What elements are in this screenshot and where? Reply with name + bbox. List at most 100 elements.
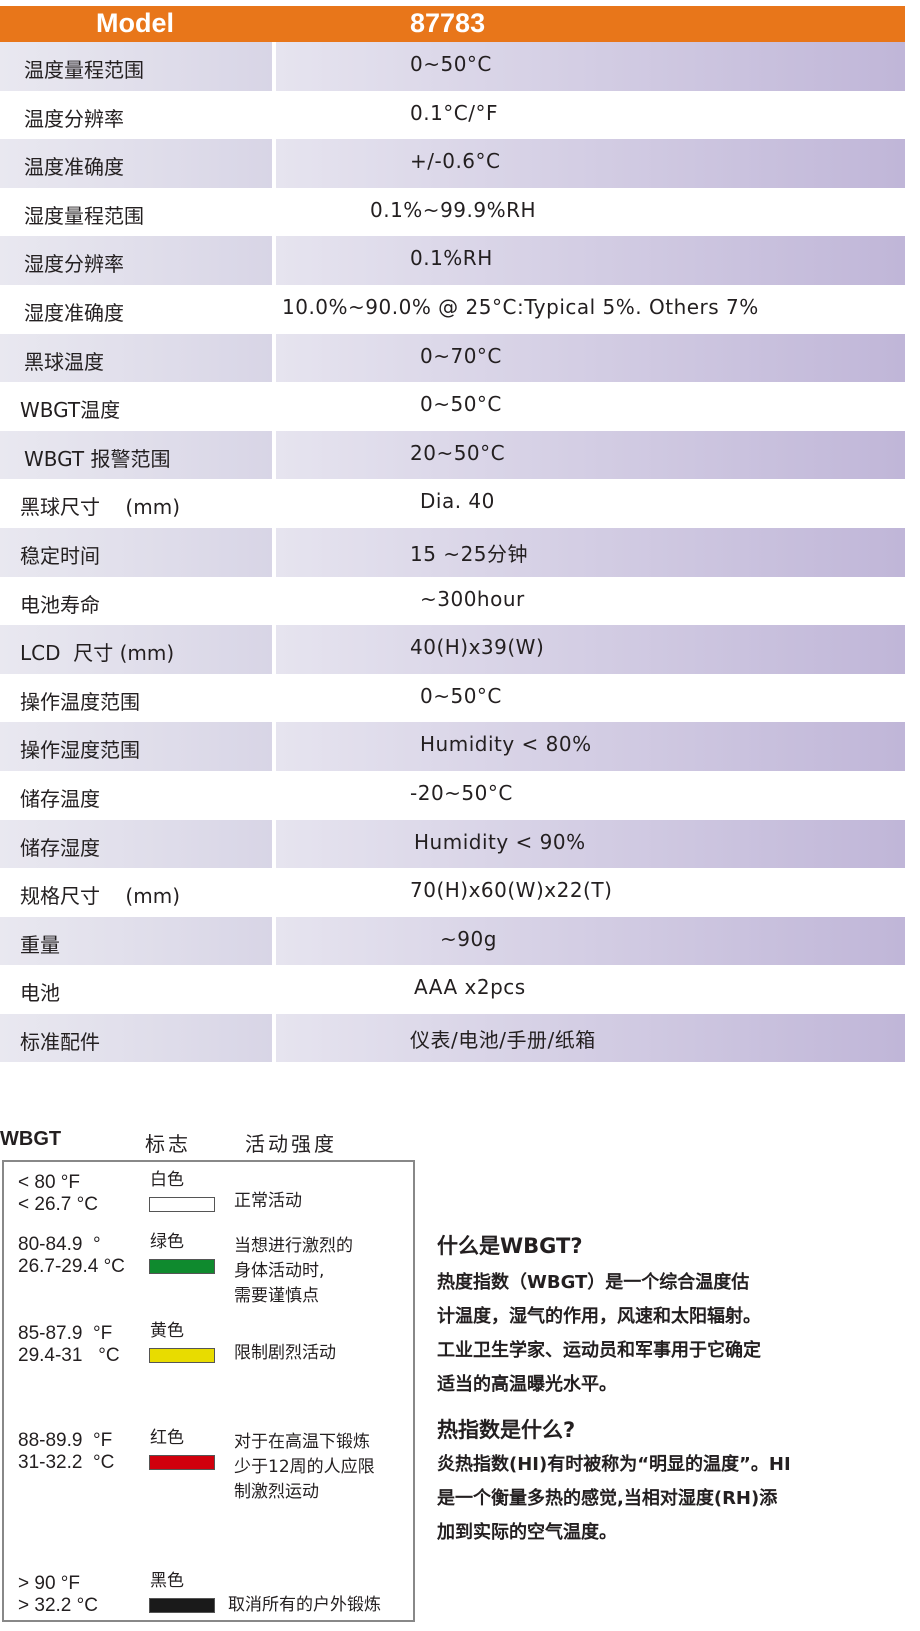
legend-f: > 90 °F	[18, 1573, 80, 1594]
spec-value: 0.1%RH	[410, 246, 493, 271]
spec-row: 储存温度 -20~50°C	[0, 771, 905, 820]
info-line: 适当的高温曝光水平。	[437, 1374, 617, 1395]
legend-flag: 黑色	[150, 1571, 184, 1591]
legend-f: 88-89.9 °F	[18, 1430, 113, 1451]
spec-value: -20~50°C	[410, 780, 513, 805]
spec-label: 电池	[20, 981, 60, 1006]
spec-row: 黑球温度 0~70°C	[0, 333, 905, 383]
spec-label: 温度量程范围	[24, 58, 144, 82]
legend-activity: 取消所有的户外锻炼	[228, 1595, 381, 1615]
legend-flag: 白色	[150, 1170, 184, 1190]
spec-value: 70(H)x60(W)x22(T)	[410, 878, 613, 903]
legend-c: < 26.7 °C	[18, 1194, 98, 1215]
spec-label: 黑球尺寸 (mm)	[20, 495, 180, 520]
spec-row: 重量 ~90g	[0, 916, 905, 966]
legend-flag: 绿色	[150, 1232, 184, 1252]
model-value: 87783	[410, 8, 486, 38]
spec-value: 仪表/电池/手册/纸箱	[410, 1027, 596, 1052]
legend-flag: 黄色	[150, 1321, 184, 1341]
wbgt-legend-box: < 80 °F < 26.7 °C 白色 正常活动 80-84.9 ° 26.7-…	[2, 1160, 415, 1622]
spec-label: WBGT温度	[20, 398, 121, 423]
spec-row: 标准配件 仪表/电池/手册/纸箱	[0, 1013, 905, 1063]
spec-value: AAA x2pcs	[414, 975, 526, 1000]
legend-flag: 红色	[150, 1428, 184, 1448]
legend-f: 85-87.9 °F	[18, 1323, 113, 1344]
color-swatch	[149, 1197, 215, 1212]
wbgt-title: 什么是WBGT?	[437, 1234, 583, 1258]
color-swatch	[149, 1348, 215, 1363]
spec-label: 电池寿命	[20, 592, 100, 617]
legend-c: > 32.2 °C	[18, 1595, 98, 1616]
legend-activity: 正常活动	[234, 1191, 302, 1211]
spec-row: WBGT 报警范围 20~50°C	[0, 430, 905, 480]
spec-value: 0~70°C	[420, 343, 502, 368]
spec-label: 湿度分辨率	[24, 252, 124, 277]
spec-row: 温度量程范围 0~50°C	[0, 42, 905, 91]
spec-label: 储存温度	[20, 786, 100, 811]
spec-value: ~300hour	[420, 586, 525, 611]
legend-c: 26.7-29.4 °C	[18, 1256, 125, 1277]
spec-label: 湿度准确度	[24, 300, 124, 325]
spec-value: Dia. 40	[420, 489, 495, 514]
legend-activity: 限制剧烈活动	[234, 1343, 336, 1363]
color-swatch	[149, 1259, 215, 1274]
legend-f: < 80 °F	[18, 1172, 80, 1193]
legend-header-wbgt: WBGT	[0, 1128, 62, 1150]
info-line: 炎热指数(HI)有时被称为“明显的温度”。HI	[437, 1454, 791, 1475]
legend-c: 29.4-31 °C	[18, 1345, 120, 1366]
spec-value: Humidity < 80%	[420, 732, 592, 757]
spec-row: WBGT温度 0~50°C	[0, 382, 905, 431]
spec-label: 操作湿度范围	[20, 738, 140, 763]
spec-row: 电池 AAA x2pcs	[0, 965, 905, 1014]
spec-row: 黑球尺寸 (mm) Dia. 40	[0, 479, 905, 528]
spec-value: 0~50°C	[410, 52, 492, 76]
info-line: 热度指数（WBGT）是一个综合温度估	[437, 1272, 750, 1293]
spec-value: +/-0.6°C	[410, 149, 501, 174]
spec-label: LCD 尺寸 (mm)	[20, 641, 175, 666]
spec-label: WBGT 报警范围	[24, 446, 171, 471]
spec-row: 湿度量程范围 0.1%~99.9%RH	[0, 188, 905, 237]
spec-label: 湿度量程范围	[24, 203, 144, 228]
legend-activity: 当想进行激烈的 身体活动时, 需要谨慎点	[234, 1236, 353, 1306]
spec-value: Humidity < 90%	[414, 829, 586, 854]
spec-label: 标准配件	[20, 1029, 100, 1054]
spec-value: 0.1%~99.9%RH	[370, 197, 537, 222]
spec-row: 操作湿度范围 Humidity < 80%	[0, 722, 905, 771]
legend-c: 31-32.2 °C	[18, 1452, 115, 1473]
spec-value: ~90g	[440, 926, 497, 951]
color-swatch	[149, 1598, 215, 1613]
legend-activity: 对于在高温下锻炼 少于12周的人应限 制激烈运动	[234, 1432, 375, 1502]
legend-header-activity: 活动强度	[245, 1132, 337, 1156]
spec-row: 规格尺寸 (mm) 70(H)x60(W)x22(T)	[0, 868, 905, 917]
spec-row: 湿度准确度 10.0%~90.0% @ 25°C:Typical 5%. Othe…	[0, 285, 905, 334]
spec-value: 0~50°C	[420, 392, 502, 417]
spec-row: 温度分辨率 0.1°C/°F	[0, 91, 905, 140]
info-line: 工业卫生学家、运动员和军事用于它确定	[437, 1340, 761, 1361]
spec-value: 0~50°C	[420, 683, 502, 708]
spec-table: 温度量程范围 0~50°C 温度分辨率 0.1°C/°F 温度准确度 +/-0.6°C 湿度…	[0, 42, 905, 1063]
spec-label: 温度分辨率	[24, 106, 124, 131]
color-swatch	[149, 1455, 215, 1470]
spec-label: 储存湿度	[20, 835, 100, 860]
spec-value: 15 ~25分钟	[410, 541, 529, 566]
spec-row: 稳定时间 15 ~25分钟	[0, 527, 905, 577]
spec-value: 0.1°C/°F	[410, 100, 499, 125]
spec-label: 温度准确度	[24, 155, 124, 180]
hi-title: 热指数是什么?	[437, 1418, 576, 1442]
spec-row: 电池寿命 ~300hour	[0, 577, 905, 626]
legend-header-flag: 标志	[145, 1132, 191, 1156]
spec-label: 黑球温度	[24, 349, 104, 374]
legend-f: 80-84.9 °	[18, 1234, 101, 1255]
spec-value: 20~50°C	[410, 440, 506, 465]
spec-value: 40(H)x39(W)	[410, 635, 545, 660]
info-line: 加到实际的空气温度。	[437, 1522, 617, 1543]
spec-label: 重量	[20, 932, 60, 957]
spec-label: 操作温度范围	[20, 689, 140, 714]
model-label: Model	[96, 8, 174, 38]
info-line: 计温度，湿气的作用，风速和太阳辐射。	[437, 1306, 761, 1327]
spec-row: 湿度分辨率 0.1%RH	[0, 236, 905, 285]
info-line: 是一个衡量多热的感觉,当相对湿度(RH)添	[437, 1488, 778, 1509]
info-section: 什么是WBGT? 热度指数（WBGT）是一个综合温度估 计温度，湿气的作用，风速和…	[437, 1230, 791, 1550]
spec-row: LCD 尺寸 (mm) 40(H)x39(W)	[0, 625, 905, 674]
spec-value: 10.0%~90.0% @ 25°C:Typical 5%. Others 7%	[282, 294, 759, 319]
